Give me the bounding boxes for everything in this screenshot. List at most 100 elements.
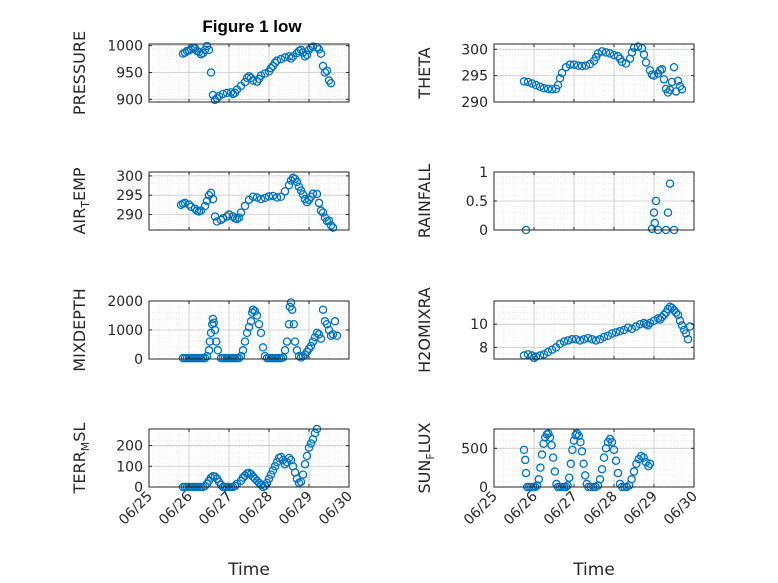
data-point bbox=[559, 337, 569, 346]
data-point bbox=[230, 481, 240, 491]
data-point bbox=[200, 353, 210, 363]
data-point bbox=[322, 319, 332, 329]
data-point bbox=[607, 437, 617, 447]
data-point bbox=[663, 88, 673, 97]
data-point bbox=[577, 447, 587, 456]
data-point bbox=[222, 88, 232, 98]
ytick-label: 900 bbox=[116, 92, 143, 108]
data-point bbox=[633, 42, 643, 51]
data-point bbox=[218, 89, 228, 99]
ytick-label: 295 bbox=[116, 188, 143, 204]
data-point bbox=[627, 475, 636, 484]
data-point bbox=[232, 214, 242, 224]
data-point bbox=[611, 328, 621, 337]
data-point bbox=[272, 193, 282, 202]
ylabel-part: SL bbox=[70, 423, 89, 442]
data-point bbox=[550, 467, 560, 476]
ylabel-part: SUN bbox=[415, 460, 434, 494]
data-point bbox=[330, 317, 340, 326]
ytick-label: 300 bbox=[461, 42, 488, 58]
ytick-label: 8 bbox=[479, 340, 488, 356]
ylabel-subscript: T bbox=[79, 201, 92, 209]
data-point bbox=[310, 428, 320, 438]
data-point bbox=[635, 319, 645, 329]
axis-ylabel: MIXDEPTH bbox=[70, 288, 89, 371]
data-point bbox=[256, 71, 266, 80]
data-point bbox=[306, 439, 316, 448]
data-point bbox=[304, 443, 314, 452]
data-point bbox=[266, 470, 276, 479]
data-point bbox=[210, 325, 220, 335]
ylabel-subscript: F bbox=[424, 453, 437, 459]
data-point bbox=[617, 57, 627, 67]
ytick-label: 0 bbox=[134, 352, 143, 368]
data-point bbox=[531, 352, 541, 361]
data-point bbox=[218, 214, 228, 223]
data-point bbox=[657, 65, 667, 74]
data-point bbox=[544, 429, 553, 438]
data-point bbox=[641, 58, 651, 67]
data-point bbox=[316, 49, 326, 58]
data-point bbox=[583, 333, 593, 343]
ytick-label: 200 bbox=[116, 439, 143, 455]
data-point bbox=[268, 191, 278, 201]
ylabel-part: LUX bbox=[415, 422, 434, 453]
ytick-label: 290 bbox=[116, 208, 143, 224]
data-point bbox=[246, 317, 256, 326]
data-point bbox=[214, 91, 224, 101]
data-point bbox=[613, 51, 623, 61]
data-point bbox=[572, 429, 582, 438]
data-point bbox=[669, 62, 679, 72]
data-point bbox=[248, 76, 258, 85]
data-point bbox=[290, 337, 300, 346]
data-point bbox=[252, 193, 262, 202]
data-point bbox=[200, 481, 210, 491]
data-point bbox=[276, 192, 286, 201]
data-point bbox=[547, 85, 557, 94]
data-point bbox=[520, 455, 530, 465]
data-point bbox=[244, 322, 254, 332]
data-point bbox=[536, 463, 545, 472]
data-point bbox=[675, 316, 685, 325]
data-point bbox=[677, 85, 687, 94]
data-point bbox=[611, 456, 621, 465]
data-point bbox=[643, 321, 653, 330]
axis-ylabel: RAINFALL bbox=[415, 164, 434, 239]
ytick-label: 950 bbox=[116, 65, 143, 81]
data-point bbox=[236, 351, 246, 361]
data-point bbox=[324, 216, 334, 225]
data-point bbox=[568, 445, 577, 455]
data-point bbox=[565, 60, 575, 69]
data-point bbox=[573, 61, 583, 70]
data-point bbox=[213, 346, 223, 355]
data-point bbox=[210, 472, 220, 481]
data-point bbox=[314, 330, 324, 339]
data-point bbox=[240, 77, 250, 87]
data-point bbox=[563, 336, 573, 345]
data-point bbox=[326, 221, 336, 230]
data-point bbox=[671, 308, 681, 317]
subplot-mixdepth: 0 1000 2000 MIXDEPTH bbox=[70, 288, 350, 372]
data-point bbox=[302, 451, 312, 461]
axes-box bbox=[493, 300, 695, 360]
data-point bbox=[256, 328, 266, 338]
data-point bbox=[280, 53, 290, 62]
data-point bbox=[206, 68, 216, 77]
axes-box bbox=[148, 43, 350, 103]
data-point bbox=[302, 197, 312, 207]
data-point bbox=[543, 84, 553, 94]
data-point bbox=[264, 474, 274, 483]
data-point bbox=[531, 80, 541, 90]
data-point bbox=[302, 50, 312, 59]
data-point bbox=[234, 353, 244, 363]
data-point bbox=[242, 328, 252, 338]
data-point bbox=[208, 314, 218, 324]
data-point bbox=[270, 58, 280, 68]
ytick-label: 1 bbox=[479, 165, 488, 181]
data-point bbox=[539, 439, 548, 448]
data-point bbox=[289, 319, 299, 329]
subplot-air-temp: 290 295 300 AIRTEMP bbox=[70, 167, 350, 235]
ytick-label: 0 bbox=[134, 480, 143, 496]
data-point bbox=[268, 466, 278, 475]
ylabel-part: TERR bbox=[70, 451, 89, 494]
